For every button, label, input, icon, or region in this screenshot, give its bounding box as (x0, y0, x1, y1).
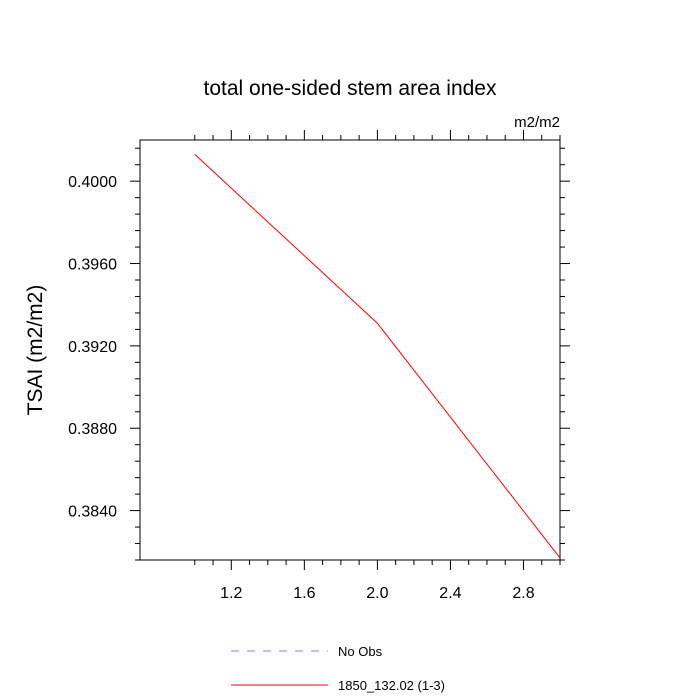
units-label: m2/m2 (514, 114, 560, 131)
y-axis-label: TSAI (m2/m2) (24, 285, 47, 416)
axis-ticks (130, 130, 570, 570)
x-tick-label: 2.4 (439, 585, 461, 602)
x-tick-label: 2.0 (366, 585, 388, 602)
series-line (194, 154, 561, 559)
x-tick-label: 1.2 (220, 585, 242, 602)
legend-entry: No Obs (338, 644, 383, 659)
legend-entry: 1850_132.02 (1-3) (338, 678, 445, 693)
x-tick-label: 2.8 (512, 585, 534, 602)
chart-title: total one-sided stem area index (203, 77, 497, 100)
y-tick-label: 0.3960 (68, 257, 117, 274)
data-series (194, 154, 561, 559)
y-tick-label: 0.3880 (68, 421, 117, 438)
y-tick-label: 0.3840 (68, 504, 117, 521)
tick-labels: 1.2 1.6 2.0 2.4 2.8 0.3840 0.3880 0.3920 0.3960 0… (68, 174, 535, 602)
y-tick-label: 0.3920 (68, 339, 117, 356)
y-tick-label: 0.4000 (68, 174, 117, 191)
x-tick-label: 1.6 (293, 585, 315, 602)
legend: No Obs 1850_132.02 (1-3) (231, 644, 445, 693)
plot-frame (139, 139, 561, 561)
